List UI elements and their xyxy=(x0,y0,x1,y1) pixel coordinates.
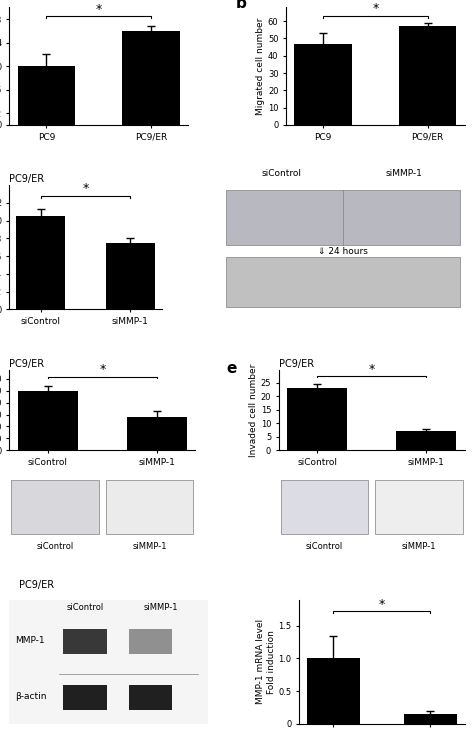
Bar xyxy=(281,480,368,534)
Text: *: * xyxy=(372,2,378,15)
Text: siMMP-1: siMMP-1 xyxy=(132,542,167,551)
Bar xyxy=(307,659,360,724)
Bar xyxy=(18,66,75,125)
Text: siControl: siControl xyxy=(262,169,302,178)
Text: e: e xyxy=(227,361,237,376)
Text: PC9/ER: PC9/ER xyxy=(279,359,314,368)
Text: siControl: siControl xyxy=(36,542,73,551)
Bar xyxy=(375,480,463,534)
Bar xyxy=(17,216,65,309)
Text: *: * xyxy=(96,2,102,15)
Bar xyxy=(18,391,78,450)
Y-axis label: MMP-1 mRNA level
Fold induction: MMP-1 mRNA level Fold induction xyxy=(256,619,275,704)
Bar xyxy=(396,431,456,450)
Text: MMP-1: MMP-1 xyxy=(16,636,45,645)
Text: *: * xyxy=(379,598,385,610)
Bar xyxy=(404,714,457,724)
Text: siControl: siControl xyxy=(66,603,103,613)
Bar xyxy=(294,44,352,125)
Bar xyxy=(226,190,460,245)
Y-axis label: Invaded cell number: Invaded cell number xyxy=(249,363,258,457)
Text: siMMP-1: siMMP-1 xyxy=(143,603,178,613)
Bar xyxy=(287,388,347,450)
Text: β-actin: β-actin xyxy=(16,692,47,701)
Text: siControl: siControl xyxy=(306,542,343,551)
Text: *: * xyxy=(368,363,375,376)
Text: PC9/ER: PC9/ER xyxy=(9,359,45,368)
Bar xyxy=(106,480,193,534)
Text: siMMP-1: siMMP-1 xyxy=(402,542,436,551)
Bar xyxy=(128,685,173,710)
Bar xyxy=(226,257,460,307)
Text: ⇓ 24 hours: ⇓ 24 hours xyxy=(318,247,368,256)
Bar xyxy=(106,243,155,309)
Text: b: b xyxy=(236,0,247,10)
Text: PC9/ER: PC9/ER xyxy=(9,175,45,184)
Text: PC9/ER: PC9/ER xyxy=(19,580,55,590)
Bar xyxy=(128,629,173,654)
Text: *: * xyxy=(99,363,106,376)
Bar xyxy=(127,417,187,450)
Text: siMMP-1: siMMP-1 xyxy=(385,169,422,178)
Bar xyxy=(63,685,107,710)
Bar xyxy=(63,629,107,654)
Y-axis label: Migrated cell number: Migrated cell number xyxy=(256,18,265,115)
Bar xyxy=(399,26,456,125)
Text: *: * xyxy=(82,182,89,195)
Bar xyxy=(122,31,180,125)
Bar xyxy=(11,480,99,534)
